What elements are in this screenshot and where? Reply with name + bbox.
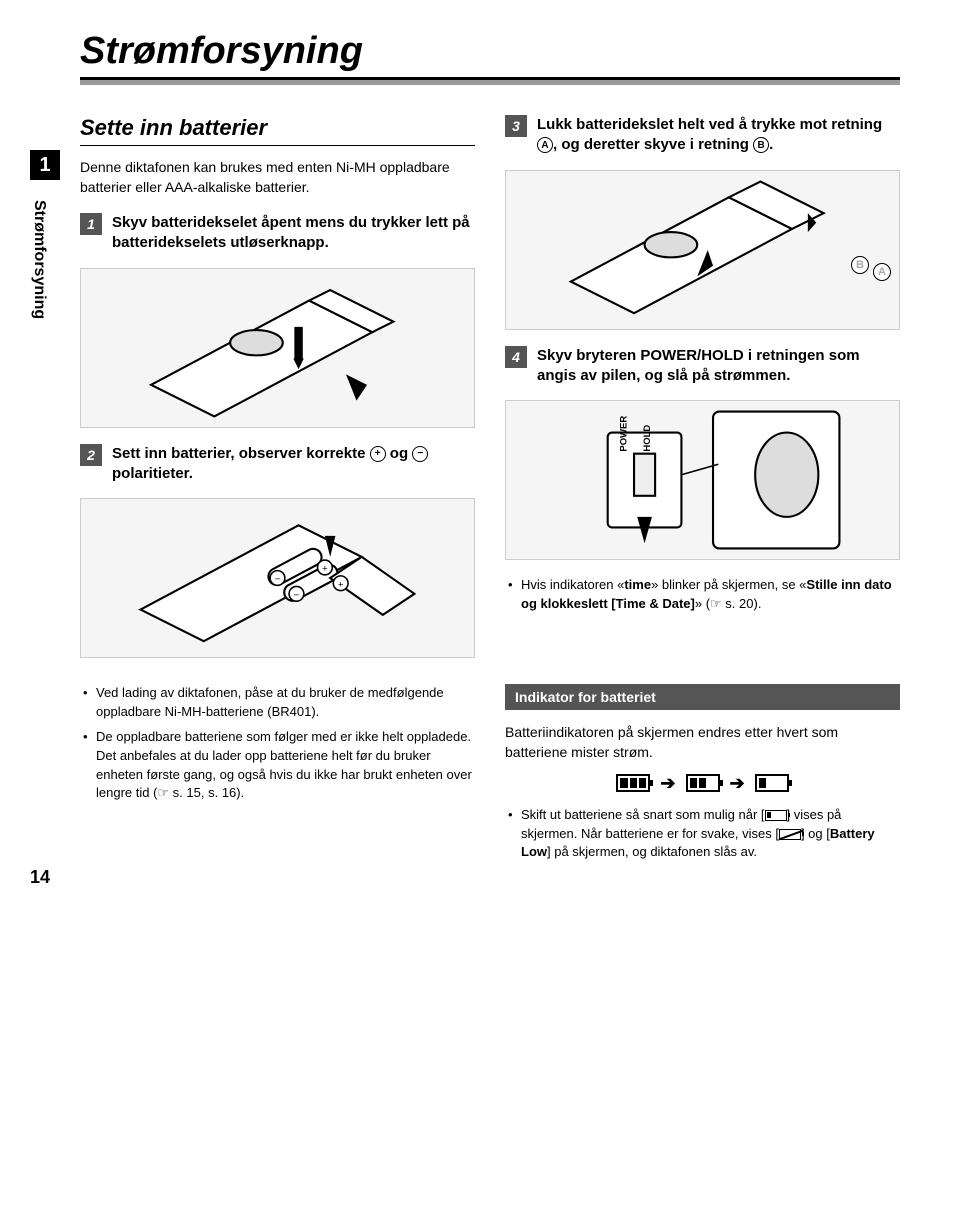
bottom-row: Ved lading av diktafonen, påse at du bru… [80,684,900,868]
main-columns: Sette inn batterier Denne diktafonen kan… [80,115,900,674]
step2-text-a: Sett inn batterier, observer korrekte [112,445,370,462]
list-item: Skift ut batteriene så snart som mulig n… [505,806,900,863]
step2-text-c: polaritieter. [112,465,193,482]
ind-note-c: ] og [ [801,826,830,841]
device-close-cover-icon [506,171,899,329]
battery-full-icon [616,774,650,792]
note-r1-a: Hvis indikatoren « [521,577,624,592]
note-r1-time: time [624,577,651,592]
battery-empty-icon [779,829,801,840]
step-2: 2 Sett inn batterier, observer korrekte … [80,444,475,485]
illustration-step2: − − + + [80,498,475,658]
device-insert-batteries-icon: − − + + [81,499,474,657]
list-item: Ved lading av diktafonen, påse at du bru… [80,684,475,722]
svg-text:+: + [338,580,344,591]
svg-text:POWER: POWER [619,416,630,452]
notes-right-list: Hvis indikatoren «time» blinker på skjer… [505,576,900,614]
left-column: Sette inn batterier Denne diktafonen kan… [80,115,475,674]
section-intro: Denne diktafonen kan brukes med enten Ni… [80,158,475,197]
notes-left-list: Ved lading av diktafonen, påse at du bru… [80,684,475,803]
svg-text:+: + [322,564,328,575]
list-item: Hvis indikatoren «time» blinker på skjer… [505,576,900,614]
battery-1bar-icon [765,810,787,821]
arrow-icon: ➔ [730,773,745,794]
step-number: 3 [505,115,527,137]
label-a-callout: A [873,263,891,281]
right-column: 3 Lukk batteridekslet helt ved å trykke … [505,115,900,674]
indicator-body: Batteriindikatoren på skjermen endres et… [505,722,900,763]
note-r1-c: » (☞ s. 20). [695,596,762,611]
svg-text:HOLD: HOLD [642,425,653,452]
step-3: 3 Lukk batteridekslet helt ved å trykke … [505,115,900,156]
step-4: 4 Skyv bryteren POWER/HOLD i retningen s… [505,346,900,387]
step-text: Skyv bryteren POWER/HOLD i retningen som… [537,346,900,387]
list-item: De oppladbare batteriene som følger med … [80,728,475,803]
battery-mid-icon [686,774,720,792]
device-power-switch-icon: POWER HOLD [506,401,899,559]
section-subtitle: Sette inn batterier [80,115,475,146]
illustration-step1 [80,268,475,428]
battery-low-icon [755,774,789,792]
label-a-icon: A [537,137,553,153]
page-number: 14 [30,867,50,888]
step3-text-a: Lukk batteridekslet helt ved å trykke mo… [537,116,882,133]
battery-indicator-row: ➔ ➔ [505,773,900,794]
step-number: 4 [505,346,527,368]
step-1: 1 Skyv batteridekselet åpent mens du try… [80,213,475,254]
indicator-notes: Skift ut batteriene så snart som mulig n… [505,806,900,863]
svg-text:−: − [275,574,281,585]
page-title: Strømforsyning [80,30,900,73]
step-number: 1 [80,213,102,235]
title-underline [80,77,900,85]
bottom-left: Ved lading av diktafonen, påse at du bru… [80,684,475,868]
note-r1-b: » blinker på skjermen, se « [651,577,806,592]
bottom-right: Indikator for batteriet Batteriindikator… [505,684,900,868]
indicator-heading: Indikator for batteriet [505,684,900,710]
illustration-step4: POWER HOLD [505,400,900,560]
illustration-step3: B A [505,170,900,330]
step3-text-c: . [769,136,773,153]
side-label: Strømforsyning [30,200,48,319]
step-number: 2 [80,444,102,466]
minus-icon: − [412,446,428,462]
device-open-cover-icon [81,269,474,427]
plus-icon: + [370,446,386,462]
step3-text-b: , og deretter skyve i retning [553,136,753,153]
label-b-callout: B [851,256,869,274]
arrow-icon: ➔ [660,773,675,794]
step-text: Sett inn batterier, observer korrekte + … [112,444,475,485]
step-text: Lukk batteridekslet helt ved å trykke mo… [537,115,900,156]
ind-note-a: Skift ut batteriene så snart som mulig n… [521,807,765,822]
chapter-tab: 1 [30,150,60,180]
step-text: Skyv batteridekselet åpent mens du trykk… [112,213,475,254]
step2-text-b: og [386,445,413,462]
label-b-icon: B [753,137,769,153]
ind-note-d: ] på skjermen, og diktafonen slås av. [547,844,757,859]
svg-text:−: − [294,590,300,601]
